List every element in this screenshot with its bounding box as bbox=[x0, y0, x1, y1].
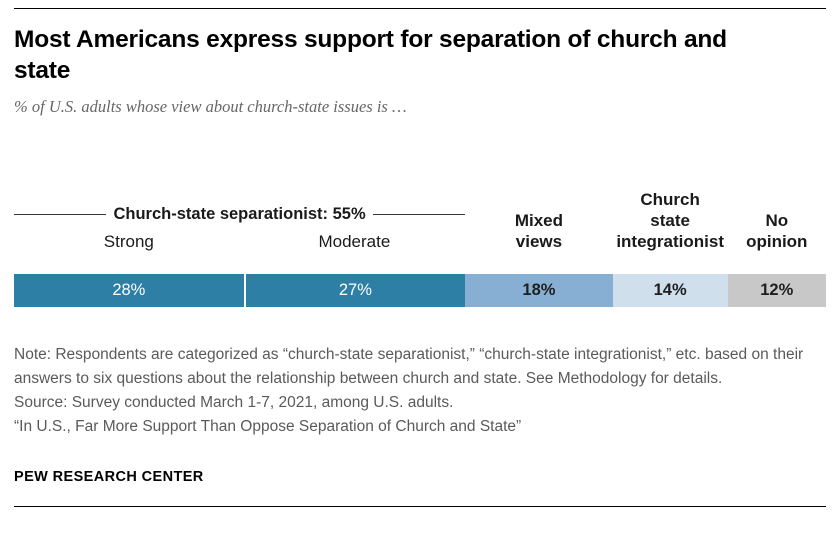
bottom-rule bbox=[14, 505, 826, 507]
column-header-mixed-views: Mixed views bbox=[514, 211, 564, 252]
pew-chart-card: Most Americans express support for separ… bbox=[14, 8, 826, 507]
note-text: Note: Respondents are categorized as “ch… bbox=[14, 346, 804, 388]
bar-segment-strong: 28% bbox=[14, 274, 244, 308]
top-rule bbox=[14, 8, 826, 9]
group-rule-right bbox=[372, 214, 466, 216]
brand-footer: PEW RESEARCH CENTER bbox=[14, 468, 204, 485]
chart-notes: Note: Respondents are categorized as “ch… bbox=[14, 343, 826, 438]
chart-subtitle: % of U.S. adults whose view about church… bbox=[14, 97, 407, 117]
column-header-no-opinion: No opinion bbox=[746, 211, 808, 252]
bar-value-label: 27% bbox=[338, 281, 372, 300]
bar-segment-mixed-views: 18% bbox=[465, 274, 613, 308]
column-header-church-state-integrationist: Church state integrationist bbox=[616, 190, 724, 252]
bar-value-label: 18% bbox=[522, 281, 556, 300]
bar-value-label: 14% bbox=[653, 281, 687, 300]
bar-segment-no-opinion: 12% bbox=[727, 274, 826, 308]
bar-segment-moderate: 27% bbox=[243, 274, 466, 308]
column-header-strong: Strong bbox=[103, 232, 154, 252]
group-label-row: Church-state separationist: 55% bbox=[14, 205, 466, 224]
report-title-text: “In U.S., Far More Support Than Oppose S… bbox=[14, 418, 522, 436]
stacked-bar-chart: Church-state separationist: 55% Strong M… bbox=[14, 189, 826, 308]
separationist-group-header: Church-state separationist: 55% Strong M… bbox=[14, 205, 466, 252]
bar-value-label: 28% bbox=[112, 281, 146, 300]
stacked-bar: 28% 27% 18% 14% 12% bbox=[14, 274, 826, 308]
group-label: Church-state separationist: 55% bbox=[113, 205, 366, 224]
column-header-moderate: Moderate bbox=[318, 232, 391, 252]
bar-value-label: 12% bbox=[760, 281, 794, 300]
bar-segment-integrationist: 14% bbox=[612, 274, 728, 308]
page-title: Most Americans express support for separ… bbox=[14, 26, 727, 85]
group-rule-left bbox=[14, 214, 107, 216]
group-subheaders: Strong Moderate bbox=[14, 231, 465, 252]
source-text: Source: Survey conducted March 1-7, 2021… bbox=[14, 394, 454, 412]
chart-column-headers: Church-state separationist: 55% Strong M… bbox=[14, 189, 826, 252]
